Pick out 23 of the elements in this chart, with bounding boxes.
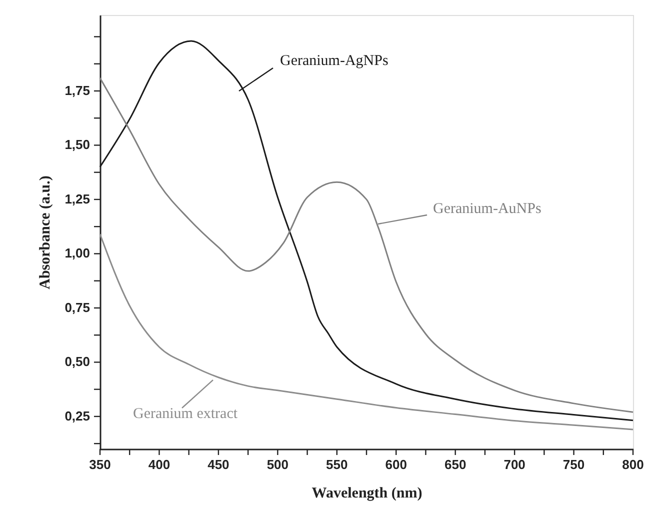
x-tick-label: 650 bbox=[444, 457, 466, 472]
y-tick-label: 1,00 bbox=[64, 246, 90, 261]
x-tick-label: 550 bbox=[326, 457, 348, 472]
y-tick-label: 0,75 bbox=[64, 300, 90, 315]
text: Geranium-AgNPs bbox=[280, 53, 388, 69]
x-tick-label: 400 bbox=[148, 457, 170, 472]
x-tick-label: 750 bbox=[562, 457, 585, 472]
legend-label: Geranium-AuNPs bbox=[433, 201, 542, 217]
y-tick-label: 0,50 bbox=[64, 354, 90, 370]
y-tick-label: 1,75 bbox=[64, 82, 90, 98]
x-tick-label: 450 bbox=[208, 457, 230, 472]
x-tick-label: 500 bbox=[266, 457, 289, 472]
y-tick-label: 1,25 bbox=[64, 191, 90, 206]
x-tick-label: 600 bbox=[385, 457, 407, 472]
line-series bbox=[99, 233, 634, 430]
y-tick-label: 1,50 bbox=[64, 137, 90, 152]
x-tick-label: 700 bbox=[504, 457, 526, 472]
series-label: Geranium extract bbox=[133, 406, 238, 422]
y-axis-title: Absorbance (a.u.) bbox=[38, 176, 54, 290]
x-tick-label: 800 bbox=[622, 457, 644, 472]
x-axis-title: Wavelength (nm) bbox=[312, 486, 422, 502]
x-tick-label: 350 bbox=[89, 457, 111, 472]
y-tick-label: 0,25 bbox=[64, 408, 90, 424]
